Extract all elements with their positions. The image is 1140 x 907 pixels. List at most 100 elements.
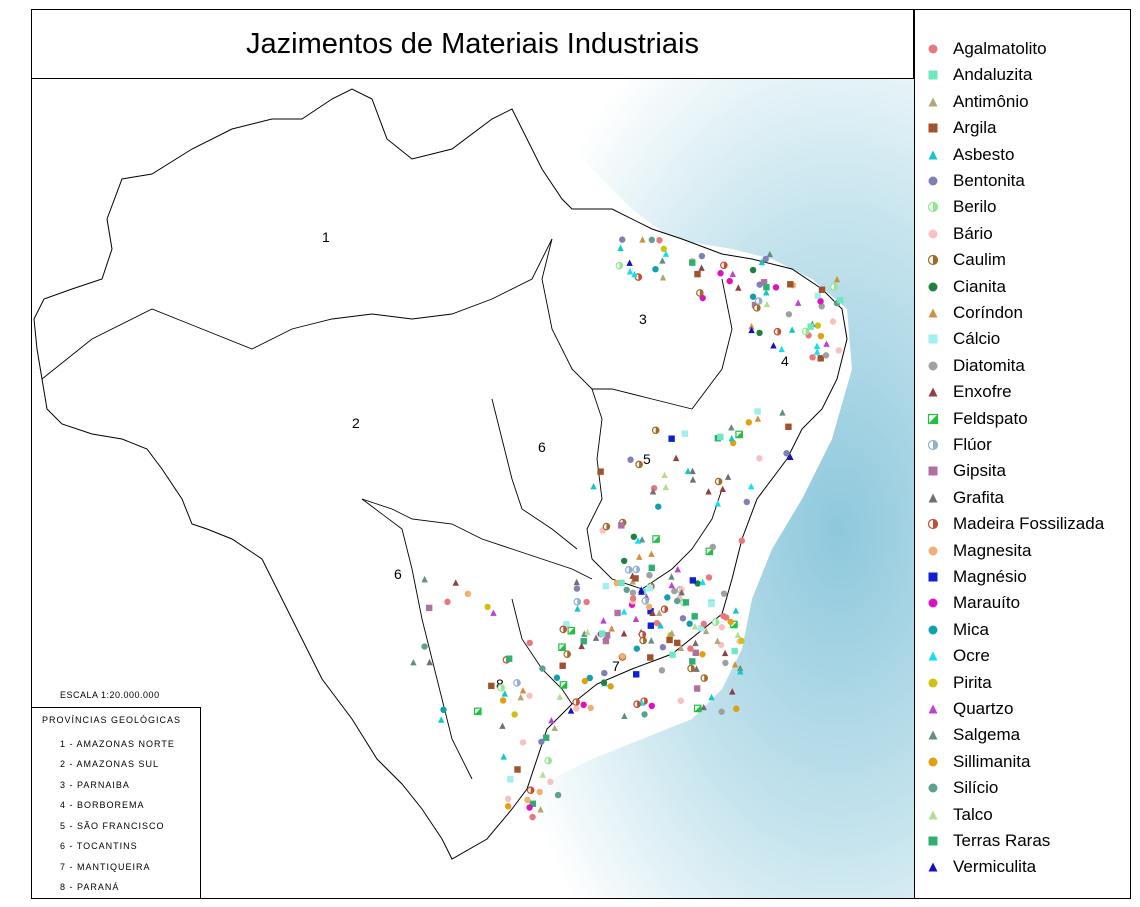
- legend-item: Magnésio: [915, 564, 1027, 590]
- deposit-marker: [580, 701, 587, 709]
- province-item: 3 - PARNAIBA: [60, 780, 130, 790]
- legend-label: Gipsita: [953, 461, 1006, 481]
- deposit-marker: [646, 603, 653, 611]
- legend-symbol-icon: [923, 650, 943, 662]
- deposit-marker: [627, 456, 634, 463]
- province-item: 7 - MANTIQUEIRA: [60, 862, 151, 872]
- legend-label: Feldspato: [953, 408, 1028, 428]
- brazil-map[interactable]: 1 2 3 4 5 6 6 7 8: [32, 79, 914, 898]
- deposit-marker: [785, 423, 792, 430]
- deposit-marker: [754, 297, 763, 305]
- legend-symbol-icon: [923, 201, 943, 213]
- deposit-marker: [551, 724, 558, 731]
- deposit-marker: [661, 471, 668, 478]
- legend-item: Gipsita: [915, 458, 1006, 484]
- deposit-marker: [664, 594, 671, 601]
- deposit-marker: [421, 643, 428, 650]
- legend-item: Magnesita: [915, 538, 1031, 564]
- deposit-marker: [681, 430, 689, 437]
- deposit-marker: [689, 259, 696, 266]
- legend-label: Asbesto: [953, 144, 1015, 164]
- legend-symbol-icon: [923, 756, 943, 768]
- legend-symbol-icon: [923, 703, 943, 715]
- deposit-marker: [801, 327, 810, 336]
- deposit-marker: [646, 571, 653, 579]
- deposit-marker: [542, 734, 550, 741]
- deposit-marker: [638, 536, 646, 543]
- legend-label: Berilo: [953, 197, 997, 217]
- deposit-marker: [573, 585, 581, 592]
- legend-label: Agalmatolito: [953, 39, 1047, 58]
- deposit-marker: [772, 284, 780, 291]
- province-label: 8: [496, 676, 504, 692]
- legend-label: Antimônio: [953, 91, 1029, 111]
- deposit-marker: [735, 430, 743, 439]
- deposit-marker: [646, 584, 654, 592]
- deposit-marker: [547, 778, 554, 786]
- deposit-marker: [778, 345, 785, 353]
- deposit-marker: [658, 667, 666, 674]
- deposit-marker: [578, 642, 585, 650]
- deposit-marker: [689, 658, 696, 665]
- deposit-marker: [788, 326, 796, 333]
- deposit-marker: [830, 282, 838, 291]
- deposit-marker: [753, 304, 761, 312]
- legend-item: Bário: [915, 221, 993, 247]
- deposit-marker: [693, 665, 700, 672]
- deposit-marker: [619, 653, 626, 660]
- deposit-marker: [748, 322, 755, 330]
- province-label: 5: [643, 451, 651, 467]
- map-canvas[interactable]: 1 2 3 4 5 6 6 7 8: [32, 79, 914, 898]
- legend-item: Cálcio: [915, 326, 1000, 352]
- legend-item: Andaluzita: [915, 62, 1032, 88]
- deposit-marker: [630, 533, 638, 540]
- deposit-marker: [689, 577, 697, 584]
- legend-item: Argila: [915, 115, 996, 141]
- deposit-marker: [814, 322, 822, 329]
- legend-label: Grafita: [953, 487, 1005, 507]
- deposit-marker: [615, 261, 624, 270]
- deposit-marker: [632, 575, 639, 582]
- legend-item: Grafita: [915, 485, 1004, 511]
- deposit-marker: [770, 342, 777, 349]
- deposit-marker: [632, 615, 640, 623]
- deposit-marker: [499, 722, 506, 729]
- deposit-marker: [647, 622, 655, 629]
- deposit-marker: [655, 609, 663, 617]
- province-label: 4: [781, 353, 789, 369]
- deposit-marker: [652, 535, 660, 543]
- deposit-marker: [602, 637, 610, 645]
- deposit-marker: [603, 632, 611, 639]
- legend-item: Ocre: [915, 643, 990, 669]
- legend-item: Asbesto: [915, 142, 1014, 168]
- legend-item: Coríndon: [915, 300, 1023, 326]
- deposit-marker: [674, 565, 681, 573]
- legend-symbol-icon: [923, 228, 943, 240]
- deposit-marker: [464, 590, 472, 598]
- deposit-marker: [668, 581, 675, 589]
- deposit-marker: [728, 434, 735, 442]
- deposit-marker: [731, 661, 739, 668]
- legend-symbol-icon: [923, 281, 943, 293]
- deposit-marker: [787, 453, 794, 460]
- deposit-marker: [705, 547, 714, 556]
- deposit-marker: [505, 655, 513, 662]
- legend-item: Terras Raras: [915, 828, 1050, 854]
- provinces-title: PROVÍNCIAS GEOLÓGICAS: [42, 715, 182, 725]
- deposit-marker: [410, 659, 417, 666]
- legend-symbol-icon: [923, 333, 943, 345]
- deposit-marker: [580, 637, 587, 645]
- deposit-marker: [647, 654, 654, 661]
- deposit-marker: [684, 467, 692, 475]
- deposit-marker: [662, 483, 670, 491]
- deposit-marker: [617, 244, 624, 252]
- deposit-marker: [720, 261, 728, 270]
- province-item: 6 - TOCANTINS: [60, 841, 138, 851]
- deposit-marker: [526, 786, 535, 794]
- legend-item: Enxofre: [915, 379, 1012, 405]
- legend-item: Feldspato: [915, 406, 1028, 432]
- deposit-marker: [563, 650, 572, 658]
- deposit-marker: [635, 460, 643, 469]
- deposit-marker: [718, 708, 725, 715]
- legend-item: Agalmatolito: [915, 36, 1047, 62]
